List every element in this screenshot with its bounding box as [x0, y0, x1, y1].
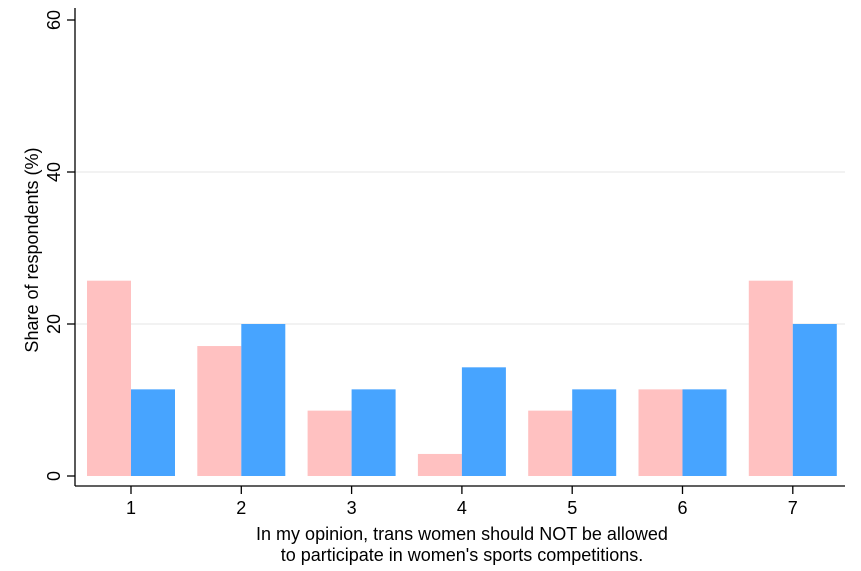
x-ticks: 1 2 3 4 5 6 7: [126, 486, 798, 518]
x-tick-label-3: 3: [347, 498, 357, 518]
bar-series1-7: [748, 280, 793, 476]
bar-series1-3: [307, 410, 352, 476]
gridlines: [75, 171, 845, 325]
bar-series1-1: [87, 280, 131, 476]
bar-series2-5: [572, 389, 617, 476]
bar-series2-6: [682, 389, 727, 476]
bars: [87, 280, 837, 476]
x-tick-label-2: 2: [236, 498, 246, 518]
bar-series2-1: [131, 389, 175, 476]
x-tick-label-4: 4: [457, 498, 467, 518]
y-tick-label-20: 20: [44, 314, 64, 334]
bar-series1-5: [528, 410, 573, 476]
y-tick-label-0: 0: [44, 471, 64, 481]
x-axis-label-line-2: to participate in women's sports competi…: [281, 545, 644, 565]
bar-series1-6: [638, 389, 683, 476]
y-axis-label: Share of respondents (%): [22, 147, 42, 352]
bar-series2-4: [461, 367, 506, 476]
bar-series1-4: [417, 453, 462, 476]
y-tick-label-60: 60: [44, 10, 64, 30]
bar-series2-3: [351, 389, 396, 476]
bar-series2-2: [241, 324, 286, 476]
bar-series1-2: [197, 346, 242, 476]
x-axis-label-line-1: In my opinion, trans women should NOT be…: [256, 524, 668, 544]
bar-series2-7: [792, 324, 837, 476]
y-tick-label-40: 40: [44, 162, 64, 182]
x-tick-label-7: 7: [788, 498, 798, 518]
x-tick-label-5: 5: [567, 498, 577, 518]
y-ticks: 0 20 40 60: [44, 10, 75, 481]
x-tick-label-6: 6: [677, 498, 687, 518]
x-tick-label-1: 1: [126, 498, 136, 518]
